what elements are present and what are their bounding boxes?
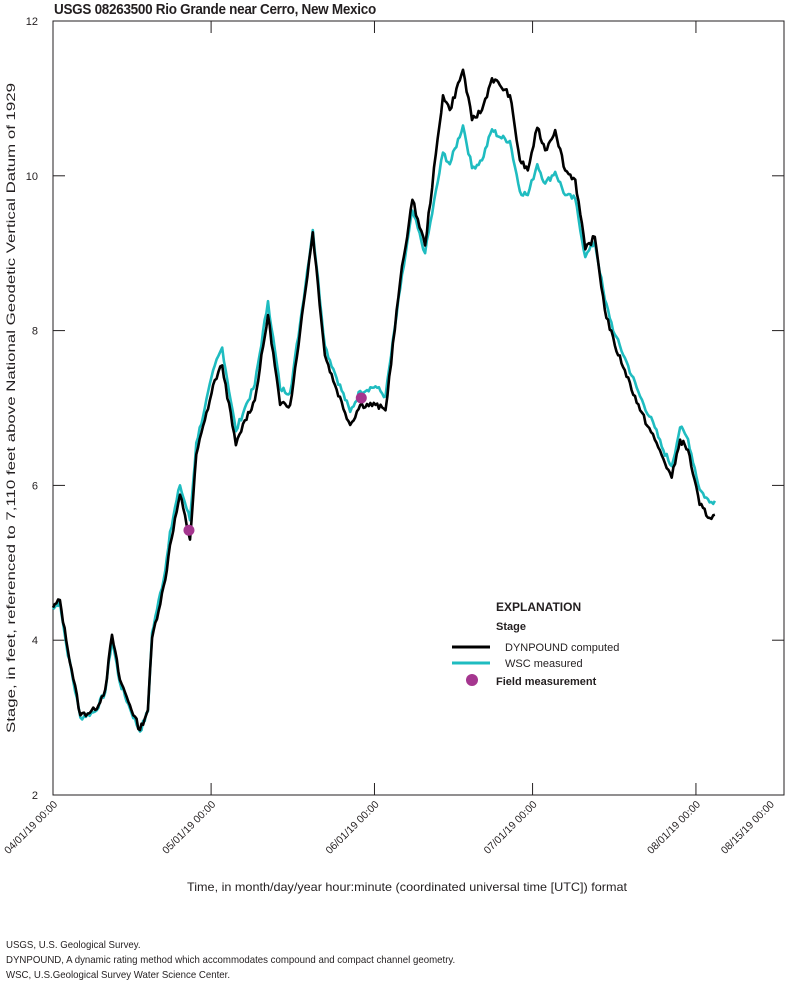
y-tick-label: 12 xyxy=(26,16,38,28)
y-tick-label: 8 xyxy=(32,326,38,338)
field-measurement-point xyxy=(355,392,367,404)
field-measurement-markers xyxy=(183,392,367,536)
legend-group-stage: Stage xyxy=(496,621,526,633)
chart-title: USGS 08263500 Rio Grande near Cerro, New… xyxy=(54,2,376,18)
field-measurement-point xyxy=(183,524,195,536)
legend-title: EXPLANATION xyxy=(496,600,581,614)
x-axis-label: Time, in month/day/year hour:minute (coo… xyxy=(187,880,628,894)
y-ticks: 2 4 6 8 10 12 xyxy=(26,16,784,802)
footnotes: USGS, U.S. Geological Survey. DYNPOUND, … xyxy=(6,938,455,983)
y-tick-label: 6 xyxy=(32,480,38,492)
legend: EXPLANATION Stage DYNPOUND computed WSC … xyxy=(452,600,619,688)
x-tick-label: 05/01/19 00:00 xyxy=(160,799,218,857)
wsc-measured-line xyxy=(52,124,717,733)
plot-frame xyxy=(52,20,785,796)
y-tick-label: 10 xyxy=(26,171,38,183)
footnote-dynpound: DYNPOUND, A dynamic rating method which … xyxy=(6,954,456,966)
x-tick-label: 04/01/19 00:00 xyxy=(2,799,60,857)
legend-field-label: Field measurement xyxy=(496,676,597,688)
dynpound-computed-line xyxy=(51,68,716,732)
y-axis-label: Stage, in feet, referenced to 7,110 feet… xyxy=(4,83,18,733)
x-tick-label: 07/01/19 00:00 xyxy=(482,799,540,857)
legend-field-marker-icon xyxy=(466,674,478,686)
legend-dynpound-label: DYNPOUND computed xyxy=(505,642,619,654)
y-tick-label: 4 xyxy=(32,635,38,647)
series-dynpound-computed xyxy=(51,68,716,732)
series-wsc-measured xyxy=(52,124,717,733)
legend-wsc-label: WSC measured xyxy=(505,658,583,670)
x-tick-label: 08/01/19 00:00 xyxy=(645,799,703,857)
x-tick-label: 08/15/19 00:00 xyxy=(719,799,777,857)
footnote-wsc: WSC, U.S.Geological Survey Water Science… xyxy=(6,969,231,981)
y-tick-label: 2 xyxy=(32,790,38,802)
x-tick-label: 06/01/19 00:00 xyxy=(324,799,382,857)
footnote-usgs: USGS, U.S. Geological Survey. xyxy=(6,939,141,951)
